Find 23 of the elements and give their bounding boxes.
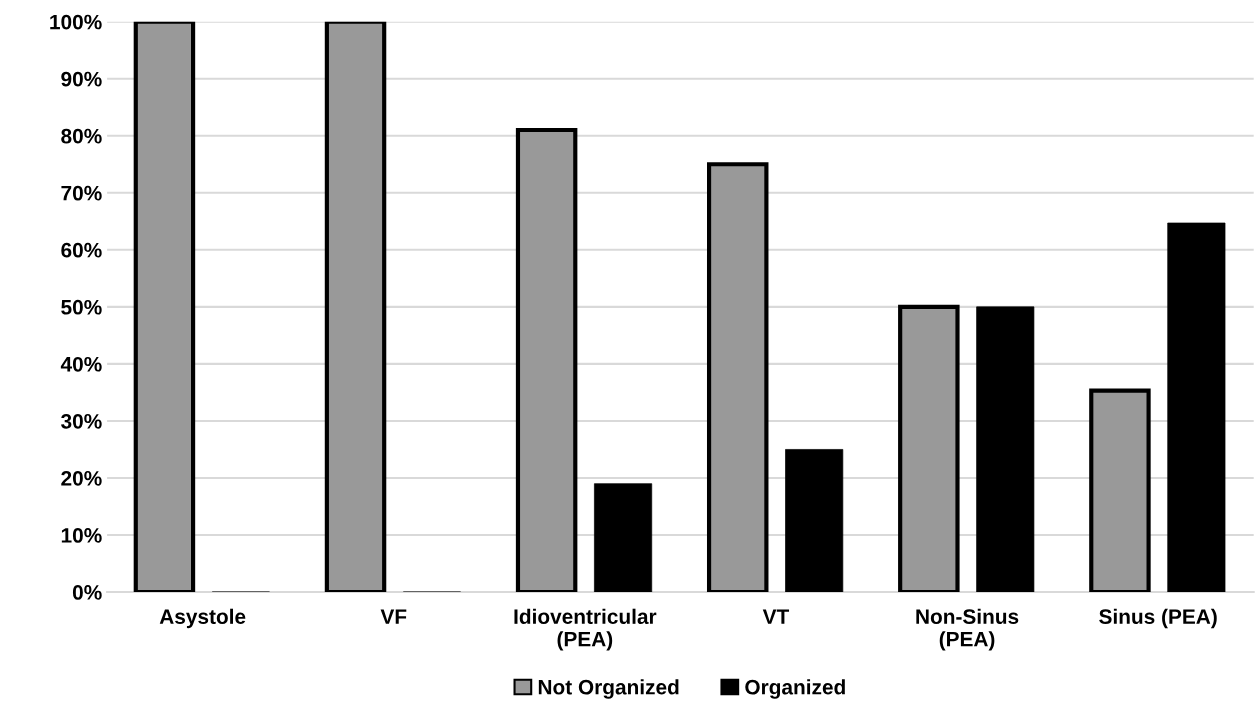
y-tick-label: 100% bbox=[50, 14, 102, 30]
bar bbox=[594, 483, 653, 593]
y-tick-label: 30% bbox=[61, 413, 102, 429]
x-tick-label: Idioventricular (PEA) bbox=[514, 608, 657, 651]
y-tick-label: 10% bbox=[61, 528, 102, 543]
y-tick-label: 70% bbox=[61, 185, 102, 201]
bar bbox=[785, 449, 844, 593]
legend-label: Organized bbox=[745, 679, 845, 699]
y-tick-label: 50% bbox=[61, 299, 102, 315]
x-tick-label: VT bbox=[762, 609, 790, 624]
y-tick-label: 80% bbox=[61, 128, 102, 144]
y-tick-label: 40% bbox=[60, 356, 102, 372]
y-tick-label: 90% bbox=[61, 71, 102, 87]
x-tick-label: Asystole bbox=[159, 608, 246, 629]
bar bbox=[1167, 222, 1226, 593]
bar bbox=[976, 306, 1035, 593]
y-tick-label: 0% bbox=[72, 585, 102, 600]
legend-label: Not Organized bbox=[538, 679, 679, 699]
x-tick-label: Non-Sinus (PEA) bbox=[916, 608, 1019, 651]
x-tick-label: VF bbox=[380, 609, 407, 624]
x-tick-label: Sinus (PEA) bbox=[1099, 608, 1217, 629]
y-tick-label: 20% bbox=[61, 470, 102, 486]
y-tick-label: 60% bbox=[61, 242, 102, 258]
